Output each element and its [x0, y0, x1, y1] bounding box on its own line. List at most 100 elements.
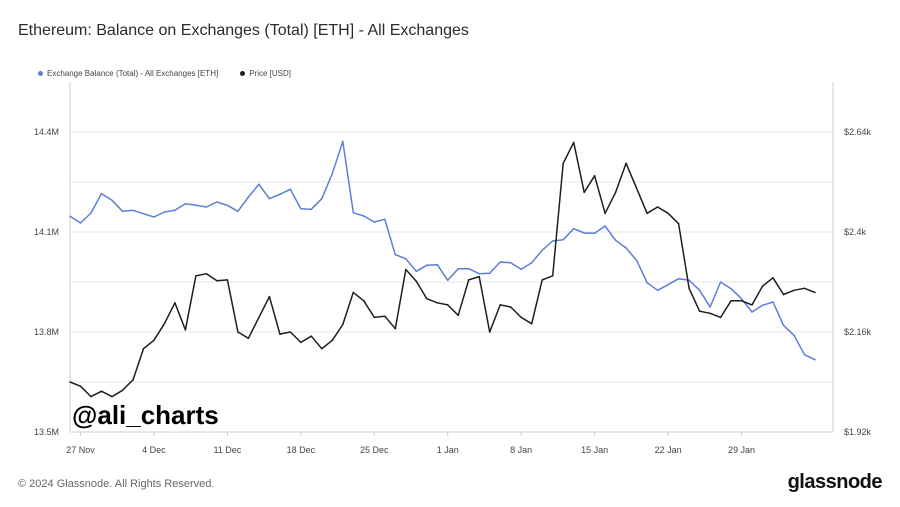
data-point-exchange-balance [415, 270, 418, 273]
data-point-price [709, 312, 711, 315]
x-tick-label: 4 Dec [142, 445, 166, 455]
data-point-price [247, 337, 250, 340]
y-tick-label-left: 14.4M [34, 127, 59, 137]
data-point-price [383, 315, 386, 317]
legend-item-balance[interactable]: Exchange Balance (Total) - All Exchanges… [38, 69, 218, 78]
data-point-exchange-balance [730, 287, 732, 290]
y-tick-label-right: $1.92k [844, 427, 872, 437]
data-point-exchange-balance [814, 358, 816, 361]
data-point-exchange-balance [541, 249, 543, 252]
data-point-exchange-balance [342, 140, 344, 143]
x-tick-label: 25 Dec [360, 445, 389, 455]
data-point-exchange-balance [100, 192, 103, 195]
data-point-price [467, 279, 470, 281]
data-point-price [509, 306, 512, 308]
data-point-price [394, 327, 397, 330]
data-point-price [90, 395, 92, 398]
data-point-price [352, 291, 355, 294]
legend-swatch-price [240, 71, 246, 76]
data-point-price [614, 191, 617, 194]
data-point-price [363, 299, 365, 302]
data-point-exchange-balance [635, 259, 638, 262]
data-point-price [730, 299, 732, 302]
data-point-exchange-balance [583, 232, 585, 234]
data-point-price [719, 316, 722, 319]
y-tick-label-left: 14.1M [34, 227, 59, 237]
data-point-price [814, 291, 816, 294]
data-point-price [69, 381, 71, 383]
data-point-exchange-balance [289, 188, 292, 191]
series-line-price [69, 141, 816, 398]
data-point-price [258, 316, 260, 319]
watermark-text: @ali_charts [72, 400, 219, 430]
data-point-exchange-balance [163, 211, 166, 213]
data-point-exchange-balance [740, 297, 743, 300]
data-point-price [163, 322, 166, 325]
data-point-price [583, 191, 585, 194]
data-point-price [677, 222, 680, 225]
data-point-exchange-balance [793, 334, 795, 337]
data-point-price [646, 212, 648, 215]
data-point-exchange-balance [688, 279, 690, 282]
y-tick-label-right: $2.4k [844, 227, 867, 237]
data-point-price [772, 277, 774, 279]
data-point-price [79, 385, 82, 387]
data-point-price [740, 299, 743, 302]
data-point-price [216, 279, 218, 282]
x-tick-label: 27 Nov [66, 445, 95, 455]
x-tick-label: 29 Jan [728, 445, 755, 455]
data-point-exchange-balance [646, 281, 648, 284]
data-point-exchange-balance [363, 215, 365, 217]
legend-label-price: Price [USD] [249, 69, 291, 78]
data-point-exchange-balance [258, 183, 260, 186]
data-point-exchange-balance [331, 172, 334, 175]
data-point-exchange-balance [373, 221, 376, 223]
data-point-exchange-balance [226, 204, 229, 207]
data-point-price [310, 335, 313, 337]
x-tick-label: 1 Jan [437, 445, 459, 455]
data-point-price [300, 341, 302, 344]
data-point-exchange-balance [667, 283, 669, 286]
data-point-exchange-balance [562, 238, 564, 241]
data-point-exchange-balance [677, 277, 680, 280]
data-point-price [425, 297, 428, 300]
y-tick-label-left: 13.5M [34, 427, 59, 437]
chart-title: Ethereum: Balance on Exchanges (Total) [… [18, 22, 469, 39]
data-point-exchange-balance [195, 204, 197, 207]
data-point-exchange-balance [310, 208, 313, 211]
copyright-footer: © 2024 Glassnode. All Rights Reserved. [18, 478, 215, 490]
data-point-exchange-balance [761, 304, 764, 307]
data-point-exchange-balance [142, 212, 145, 215]
data-point-price [111, 395, 113, 398]
data-point-price [174, 302, 176, 304]
legend-label-balance: Exchange Balance (Total) - All Exchanges… [47, 69, 219, 78]
data-point-price [373, 316, 376, 319]
data-point-exchange-balance [709, 306, 711, 308]
data-point-price [541, 279, 543, 281]
data-point-exchange-balance [121, 210, 124, 213]
data-point-exchange-balance [520, 268, 522, 271]
data-point-exchange-balance [205, 206, 208, 208]
data-point-price [793, 289, 795, 292]
data-point-price [751, 304, 753, 306]
data-point-exchange-balance [782, 324, 785, 327]
x-tick-label: 8 Jan [510, 445, 532, 455]
glassnode-logo: glassnode [787, 471, 883, 493]
data-point-price [457, 314, 460, 317]
y-tick-label-right: $2.64k [844, 127, 872, 137]
data-point-price [415, 280, 418, 282]
data-point-exchange-balance [614, 239, 617, 242]
data-point-exchange-balance [300, 207, 302, 210]
data-point-price [593, 174, 596, 177]
data-point-exchange-balance [425, 264, 428, 267]
y-tick-label-left: 13.8M [34, 327, 59, 337]
data-point-price [761, 285, 764, 287]
data-point-price [656, 206, 659, 208]
legend-item-price[interactable]: Price [USD] [240, 69, 291, 78]
data-point-price [488, 331, 491, 333]
data-point-exchange-balance [184, 202, 187, 205]
x-tick-label: 18 Dec [287, 445, 316, 455]
data-point-exchange-balance [593, 232, 596, 235]
data-point-exchange-balance [216, 201, 218, 203]
